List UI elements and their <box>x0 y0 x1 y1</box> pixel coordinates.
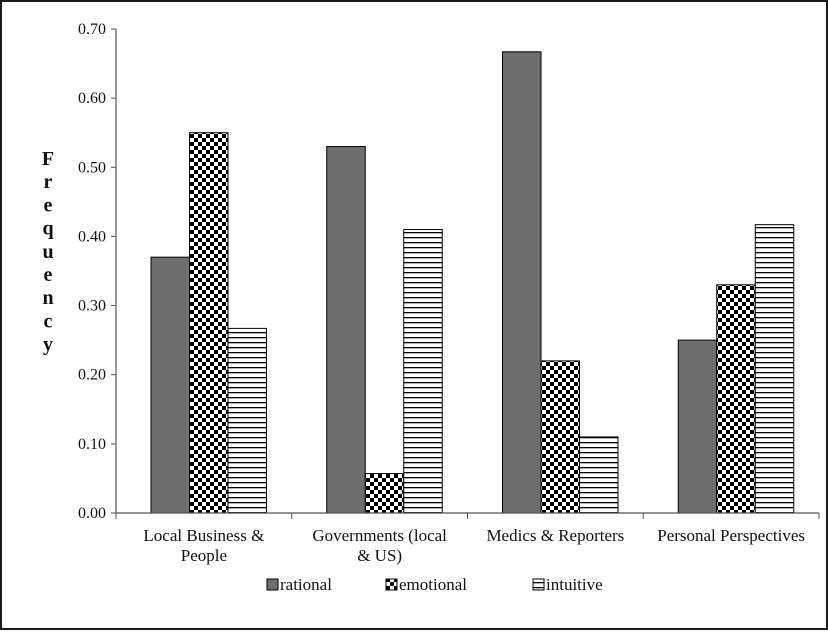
x-tick-label: People <box>181 546 227 565</box>
bar-rational <box>677 339 718 514</box>
y-axis-label-letter: c <box>44 310 53 332</box>
legend-label-intuitive: intuitive <box>546 575 603 594</box>
y-axis-label-letter: q <box>42 218 53 240</box>
x-tick-label: & US) <box>357 546 402 565</box>
y-tick-label: 0.20 <box>78 367 106 384</box>
bar-emotional <box>364 473 405 514</box>
legend-swatch-intuitive <box>532 578 545 591</box>
y-axis-label-letter: F <box>42 148 54 170</box>
bar-emotional <box>189 132 229 514</box>
x-tick-label: Personal Perspectives <box>657 526 805 545</box>
y-tick-label: 0.50 <box>78 159 106 176</box>
legend-swatch-emotional <box>385 578 398 591</box>
y-axis-label-letter: u <box>42 241 53 263</box>
bars <box>150 51 795 514</box>
legend: rational emotional intuitive <box>266 575 603 594</box>
x-tick-label: Local Business & <box>143 526 264 545</box>
y-axis-label-letter: y <box>43 334 53 356</box>
legend-label-emotional: emotional <box>399 575 467 594</box>
x-tick-label: Governments (local <box>312 526 447 545</box>
y-tick-label: 0.10 <box>78 436 106 453</box>
bar-emotional <box>716 284 756 514</box>
y-tick-label: 0.00 <box>78 505 106 522</box>
y-axis-label-letter: n <box>42 287 53 309</box>
bar-rational <box>326 146 366 514</box>
y-axis-ticks: 0.00 0.10 0.20 0.30 0.40 0.50 0.60 0.70 <box>78 21 116 522</box>
legend-swatch-rational <box>266 578 279 591</box>
axes <box>115 29 820 519</box>
y-tick-label: 0.60 <box>78 90 106 107</box>
bar-rational <box>150 256 190 514</box>
y-tick-label: 0.30 <box>78 298 106 315</box>
y-axis-label-letter: e <box>44 194 53 216</box>
bar-rational <box>502 51 542 514</box>
legend-label-rational: rational <box>280 575 332 594</box>
bar-intuitive <box>579 436 619 514</box>
y-tick-label: 0.70 <box>78 21 106 38</box>
bar-intuitive <box>403 229 443 514</box>
x-tick-label: Medics & Reporters <box>486 526 624 545</box>
bar-intuitive <box>754 224 795 514</box>
x-axis-labels: Local Business &People Governments (local… <box>143 526 805 565</box>
y-axis-label-letter: e <box>44 264 53 286</box>
bar-intuitive <box>227 327 267 514</box>
y-axis-label-letter: r <box>44 171 53 193</box>
bar-emotional <box>540 360 580 514</box>
y-tick-label: 0.40 <box>78 228 106 245</box>
